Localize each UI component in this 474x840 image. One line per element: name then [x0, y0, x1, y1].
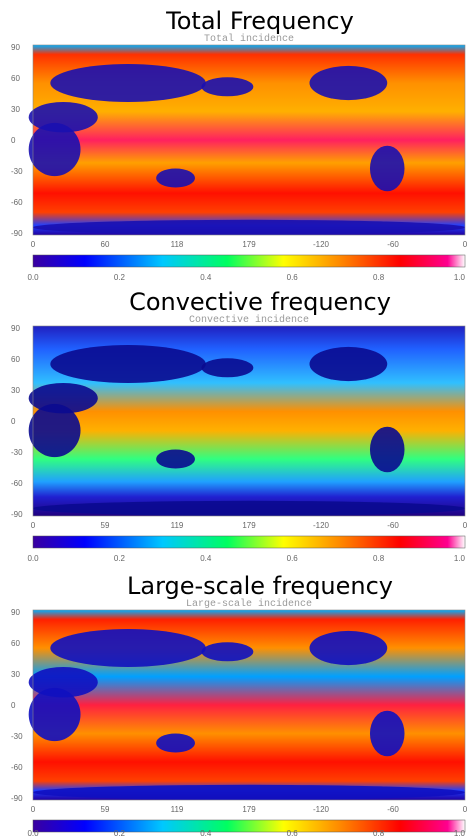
- colorbar-tick-label: 0.8: [373, 273, 385, 282]
- lat-tick-label: -30: [11, 448, 23, 457]
- land-region: [156, 169, 195, 188]
- colorbar-tick-label: 0.4: [200, 829, 212, 838]
- lat-tick-label: 90: [11, 324, 20, 333]
- land-region: [33, 220, 465, 235]
- lon-tick-label: 0: [463, 240, 468, 249]
- lon-tick-label: -120: [313, 805, 330, 814]
- map-inner-title: Large-scale incidence: [186, 598, 312, 610]
- land-region: [370, 146, 405, 192]
- land-region: [29, 667, 98, 697]
- colorbar-tick-label: 0.6: [287, 554, 299, 563]
- colorbar-tick-label: 1.0: [454, 554, 466, 563]
- lon-tick-label: 60: [101, 240, 110, 249]
- land-region: [201, 358, 253, 377]
- lat-tick-label: 0: [11, 417, 16, 426]
- land-region: [309, 631, 387, 665]
- lon-tick-label: 119: [171, 805, 184, 814]
- land-region: [309, 66, 387, 100]
- land-region: [29, 383, 98, 413]
- lon-tick-label: -120: [313, 521, 330, 530]
- colorbar-tick-label: 0.8: [373, 829, 385, 838]
- lat-tick-label: 30: [11, 105, 20, 114]
- lon-tick-label: 118: [171, 240, 184, 249]
- lon-tick-label: 0: [31, 521, 36, 530]
- lon-tick-label: 0: [31, 240, 36, 249]
- lon-tick-label: 119: [171, 521, 184, 530]
- lon-tick-label: 179: [242, 240, 256, 249]
- land-region: [33, 785, 465, 800]
- land-region: [33, 501, 465, 516]
- land-region: [50, 64, 206, 102]
- lat-tick-label: 60: [11, 355, 20, 364]
- figure: Total FrequencyTotal incidence 90 60 30 0 -30…: [0, 0, 474, 840]
- lat-tick-label: 0: [11, 136, 16, 145]
- lon-tick-label: 179: [242, 805, 256, 814]
- lat-tick-label: -90: [11, 229, 23, 238]
- lat-tick-label: 30: [11, 386, 20, 395]
- land-region: [201, 77, 253, 96]
- lon-tick-label: 0: [463, 805, 468, 814]
- lon-tick-label: 179: [242, 521, 256, 530]
- colorbar-tick-label: 0.2: [114, 829, 126, 838]
- lon-tick-label: -60: [387, 805, 399, 814]
- lat-tick-label: -30: [11, 732, 23, 741]
- colorbar-tick-label: 1.0: [454, 829, 466, 838]
- lat-tick-label: 90: [11, 608, 20, 617]
- colorbar-tick-label: 1.0: [454, 273, 466, 282]
- lat-tick-label: -30: [11, 167, 23, 176]
- land-region: [309, 347, 387, 381]
- lat-tick-label: -90: [11, 794, 23, 803]
- colorbar-tick-label: 0.0: [27, 273, 39, 282]
- lon-tick-label: -60: [387, 521, 399, 530]
- land-region: [50, 629, 206, 667]
- land-region: [370, 427, 405, 473]
- colorbar-tick-label: 0.2: [114, 554, 126, 563]
- colorbar: [33, 255, 465, 267]
- land-region: [29, 102, 98, 132]
- lon-tick-label: 59: [101, 521, 110, 530]
- colorbar-tick-label: 0.2: [114, 273, 126, 282]
- lat-tick-label: -60: [11, 763, 23, 772]
- colorbar-tick-label: 0.6: [287, 273, 299, 282]
- panel-title: Total Frequency: [165, 7, 354, 35]
- lat-tick-label: -60: [11, 198, 23, 207]
- lon-tick-label: -60: [387, 240, 399, 249]
- colorbar: [33, 536, 465, 548]
- colorbar-tick-label: 0.4: [200, 273, 212, 282]
- lon-tick-label: 0: [463, 521, 468, 530]
- lat-tick-label: -90: [11, 510, 23, 519]
- colorbar-tick-label: 0.0: [27, 554, 39, 563]
- lon-tick-label: 0: [31, 805, 36, 814]
- map-inner-title: Convective incidence: [189, 314, 309, 326]
- lat-tick-label: 60: [11, 639, 20, 648]
- land-region: [201, 642, 253, 661]
- lat-tick-label: 60: [11, 74, 20, 83]
- colorbar-tick-label: 0.0: [27, 829, 39, 838]
- land-region: [370, 711, 405, 757]
- lon-tick-label: -120: [313, 240, 330, 249]
- colorbar-tick-label: 0.4: [200, 554, 212, 563]
- colorbar-tick-label: 0.6: [287, 829, 299, 838]
- panel-title: Large-scale frequency: [127, 572, 393, 600]
- map-inner-title: Total incidence: [204, 33, 294, 45]
- lat-tick-label: 0: [11, 701, 16, 710]
- panel-title: Convective frequency: [129, 288, 391, 316]
- land-region: [156, 734, 195, 753]
- lat-tick-label: -60: [11, 479, 23, 488]
- lat-tick-label: 30: [11, 670, 20, 679]
- lat-tick-label: 90: [11, 43, 20, 52]
- land-region: [50, 345, 206, 383]
- lon-tick-label: 59: [101, 805, 110, 814]
- land-region: [156, 450, 195, 469]
- colorbar: [33, 820, 465, 832]
- colorbar-tick-label: 0.8: [373, 554, 385, 563]
